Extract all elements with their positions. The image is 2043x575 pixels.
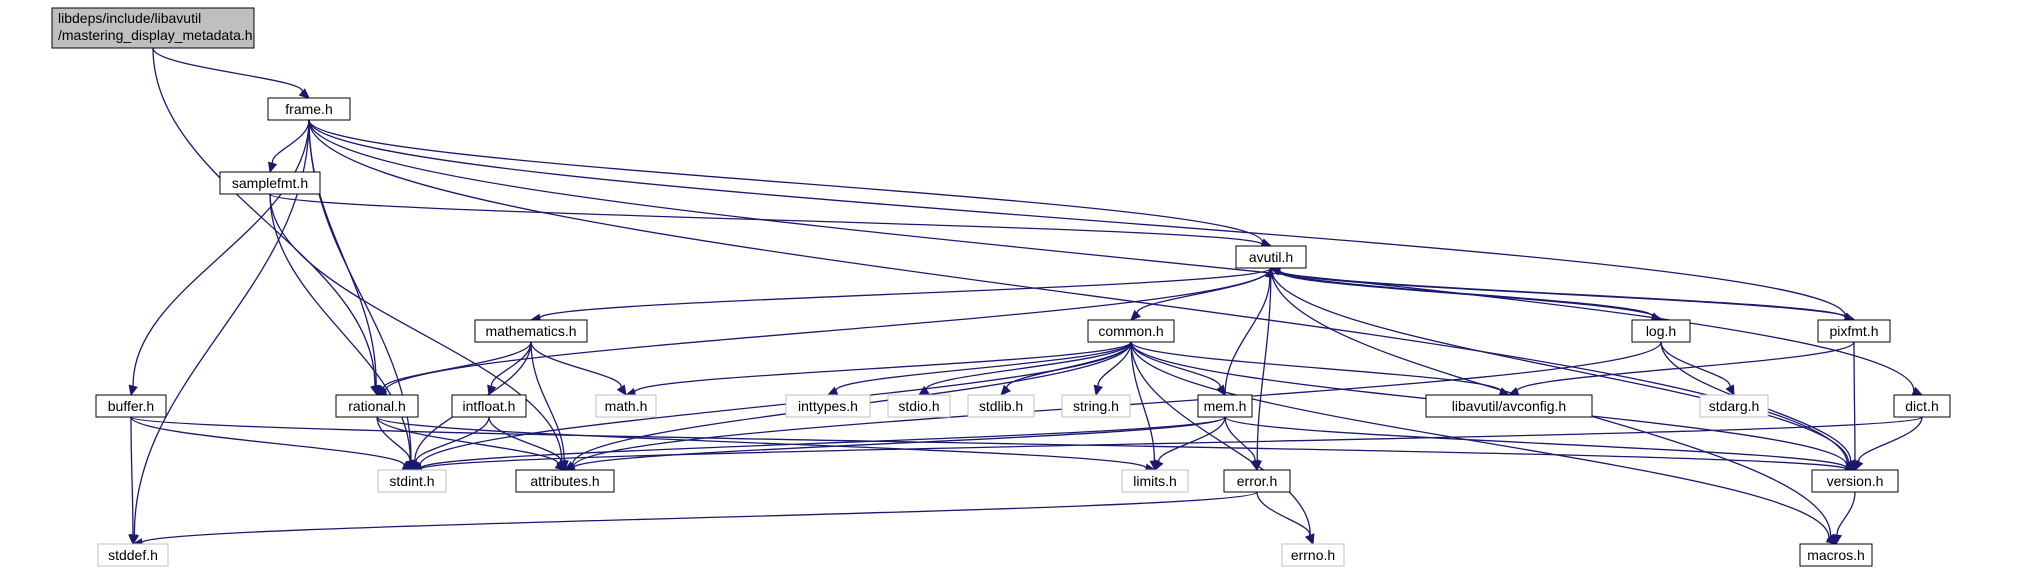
node-label: string.h bbox=[1073, 398, 1119, 414]
node-pixfmt[interactable]: pixfmt.h bbox=[1817, 319, 1891, 343]
node-math: math.h bbox=[595, 394, 657, 418]
edge-common-to-mem bbox=[1130, 341, 1226, 397]
node-log[interactable]: log.h bbox=[1631, 319, 1691, 343]
node-label: /mastering_display_metadata.h bbox=[58, 27, 253, 43]
node-mem[interactable]: mem.h bbox=[1197, 394, 1253, 418]
node-label: inttypes.h bbox=[798, 398, 858, 414]
node-string: string.h bbox=[1061, 394, 1131, 418]
node-label: errno.h bbox=[1291, 547, 1335, 563]
node-stdint: stdint.h bbox=[377, 469, 447, 493]
edge-error-to-stddef bbox=[131, 491, 1258, 548]
edge-frame-to-pixfmt bbox=[308, 119, 1856, 322]
node-label: limits.h bbox=[1133, 473, 1177, 489]
edge-samplefmt-to-stdint bbox=[269, 193, 415, 472]
node-label: avutil.h bbox=[1249, 249, 1293, 265]
node-error[interactable]: error.h bbox=[1223, 469, 1291, 493]
edge-dict-to-stdint bbox=[410, 416, 1923, 474]
edge-buffer-to-stddef bbox=[128, 416, 138, 546]
node-label: libdeps/include/libavutil bbox=[58, 10, 201, 26]
node-label: common.h bbox=[1098, 323, 1163, 339]
edge-common-to-math bbox=[624, 341, 1132, 398]
node-dict[interactable]: dict.h bbox=[1893, 394, 1951, 418]
node-samplefmt[interactable]: samplefmt.h bbox=[219, 171, 321, 195]
edge-avutil-to-common bbox=[1130, 267, 1272, 321]
node-stdlib: stdlib.h bbox=[967, 394, 1035, 418]
edge-intfloat-to-attributes bbox=[488, 416, 566, 472]
node-label: rational.h bbox=[348, 398, 406, 414]
edge-error-to-errno bbox=[1256, 491, 1314, 546]
edge-common-to-avconfig bbox=[1130, 341, 1511, 397]
node-label: mathematics.h bbox=[485, 323, 576, 339]
node-attributes[interactable]: attributes.h bbox=[515, 469, 615, 493]
edge-common-to-string bbox=[1093, 341, 1132, 397]
node-label: macros.h bbox=[1807, 547, 1865, 563]
node-stdarg: stdarg.h bbox=[1699, 394, 1769, 418]
node-label: samplefmt.h bbox=[232, 175, 308, 191]
edge-avutil-to-mathematics bbox=[529, 267, 1272, 323]
node-label: version.h bbox=[1827, 473, 1884, 489]
node-buffer[interactable]: buffer.h bbox=[95, 394, 167, 418]
edge-version-to-macros bbox=[1832, 491, 1856, 546]
edge-samplefmt-to-avutil bbox=[269, 193, 1273, 250]
node-label: buffer.h bbox=[108, 398, 154, 414]
node-label: pixfmt.h bbox=[1829, 323, 1878, 339]
edge-mem-to-version bbox=[1224, 416, 1857, 473]
node-label: stdint.h bbox=[389, 473, 434, 489]
node-label: stddef.h bbox=[108, 547, 158, 563]
edge-pixfmt-to-avutil bbox=[1269, 265, 1855, 321]
node-label: libavutil/avconfig.h bbox=[1452, 398, 1566, 414]
edge-pixfmt-to-version bbox=[1850, 341, 1860, 472]
node-version[interactable]: version.h bbox=[1811, 469, 1899, 493]
edge-frame-to-samplefmt bbox=[267, 119, 310, 174]
edge-avutil-to-error bbox=[1252, 267, 1272, 472]
node-avutil[interactable]: avutil.h bbox=[1235, 245, 1307, 269]
node-common[interactable]: common.h bbox=[1087, 319, 1175, 343]
node-label: error.h bbox=[1237, 473, 1277, 489]
node-stdio: stdio.h bbox=[887, 394, 951, 418]
node-main[interactable]: libdeps/include/libavutil/mastering_disp… bbox=[51, 7, 255, 49]
node-avconfig[interactable]: libavutil/avconfig.h bbox=[1425, 394, 1593, 418]
node-inttypes: inttypes.h bbox=[785, 394, 871, 418]
edge-frame-to-rational bbox=[308, 119, 381, 397]
node-label: stdio.h bbox=[898, 398, 939, 414]
edge-avutil-to-pixfmt bbox=[1270, 267, 1856, 323]
edge-mathematics-to-rational bbox=[376, 341, 532, 396]
edge-mathematics-to-math bbox=[530, 341, 627, 397]
edge-frame-to-buffer bbox=[128, 119, 310, 397]
node-stddef: stddef.h bbox=[97, 543, 169, 567]
edge-mem-to-avutil bbox=[1224, 266, 1275, 396]
node-label: mem.h bbox=[1204, 398, 1247, 414]
edge-mathematics-to-attributes bbox=[530, 341, 569, 472]
node-label: dict.h bbox=[1905, 398, 1938, 414]
node-intfloat[interactable]: intfloat.h bbox=[451, 394, 527, 418]
edge-common-to-macros bbox=[1130, 341, 1837, 545]
node-mathematics[interactable]: mathematics.h bbox=[474, 319, 588, 343]
edge-main-to-frame bbox=[152, 47, 310, 99]
node-frame[interactable]: frame.h bbox=[267, 97, 351, 121]
node-label: intfloat.h bbox=[463, 398, 516, 414]
edge-buffer-to-version bbox=[130, 416, 1857, 474]
node-label: stdarg.h bbox=[1709, 398, 1760, 414]
edge-common-to-stdio bbox=[917, 341, 1132, 396]
node-rational[interactable]: rational.h bbox=[335, 394, 419, 418]
node-errno: errno.h bbox=[1281, 543, 1345, 567]
edge-mathematics-to-intfloat bbox=[487, 341, 532, 397]
edge-dict-to-version bbox=[1854, 416, 1923, 472]
node-label: stdlib.h bbox=[979, 398, 1023, 414]
node-label: log.h bbox=[1646, 323, 1676, 339]
node-label: attributes.h bbox=[530, 473, 599, 489]
edge-log-to-stdarg bbox=[1660, 341, 1735, 397]
node-macros[interactable]: macros.h bbox=[1799, 543, 1873, 567]
node-label: math.h bbox=[605, 398, 648, 414]
file-nodes: libdeps/include/libavutil/mastering_disp… bbox=[51, 7, 1951, 567]
edge-frame-to-avutil bbox=[308, 119, 1273, 248]
node-limits: limits.h bbox=[1121, 469, 1189, 493]
edge-buffer-to-stdint bbox=[130, 416, 414, 471]
node-label: frame.h bbox=[285, 101, 332, 117]
